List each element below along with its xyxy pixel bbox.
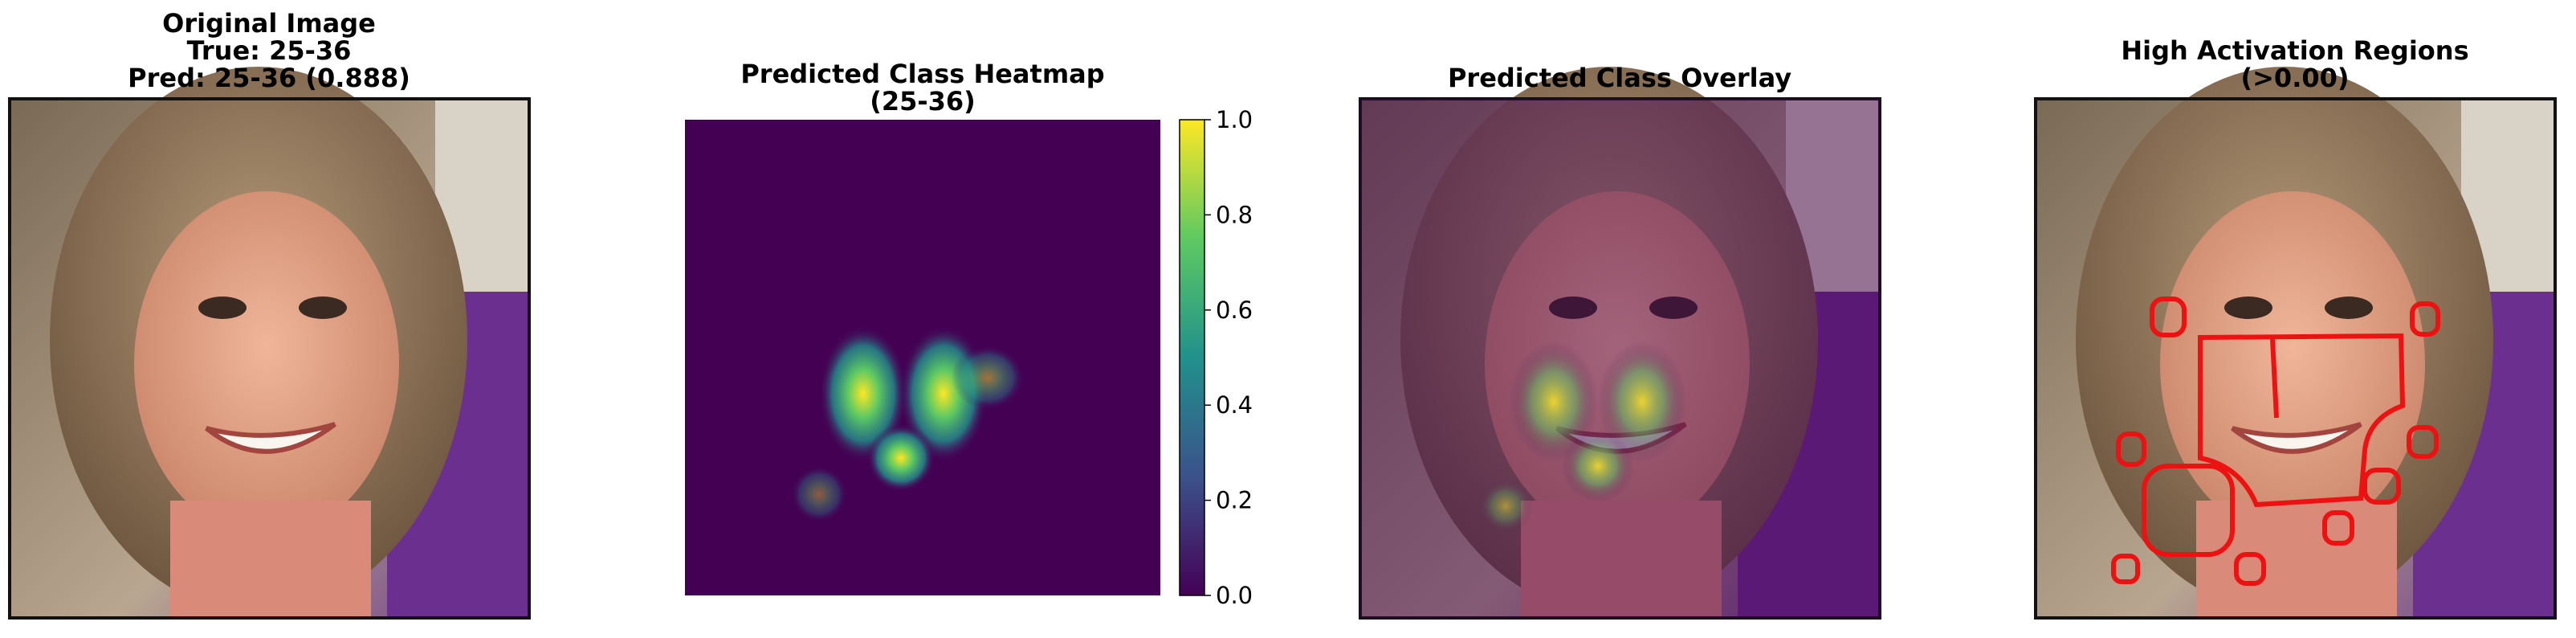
colorbar-tick-label: 0.0	[1216, 582, 1253, 609]
colorbar-tick-label: 0.6	[1216, 297, 1253, 324]
panel-title: Original Image	[162, 8, 376, 39]
colorbar-tick-label: 1.0	[1216, 106, 1253, 133]
heatmap	[685, 120, 1160, 595]
panel-title: Pred: 25-36 (0.888)	[128, 63, 410, 93]
panel-title: High Activation Regions	[2121, 35, 2468, 66]
original-image	[10, 67, 529, 618]
contour-image	[2036, 67, 2555, 618]
colorbar-tick-label: 0.8	[1216, 201, 1253, 228]
colorbar-tick-label: 0.4	[1216, 391, 1253, 419]
panel-title: True: 25-36	[187, 35, 352, 66]
panel-title: (25-36)	[870, 86, 976, 117]
colorbar-tick-label: 0.2	[1216, 487, 1253, 514]
colorbar	[1179, 119, 1205, 596]
panel-title: Predicted Class Overlay	[1448, 63, 1791, 93]
overlay-image	[1360, 67, 1880, 618]
panel-title: (>0.00)	[2240, 63, 2349, 93]
panel-title: Predicted Class Heatmap	[740, 59, 1104, 89]
